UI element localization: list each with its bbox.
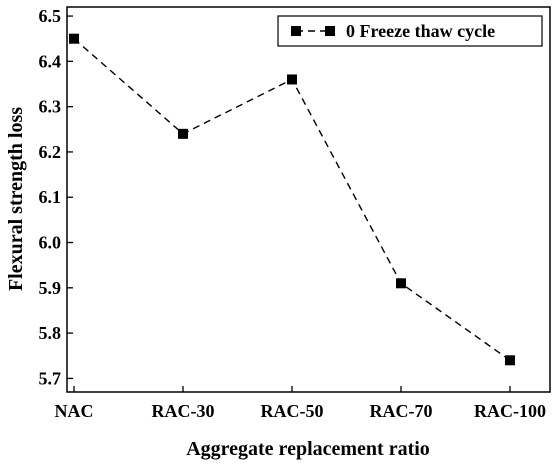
plot-frame [66, 6, 551, 393]
y-axis-title: Flexural strength loss [5, 107, 27, 291]
legend-marker-left [291, 26, 301, 36]
y-tick-label: 5.7 [39, 368, 62, 388]
x-axis-title: Aggregate replacement ratio [186, 438, 430, 460]
y-tick-label: 6.3 [39, 97, 62, 117]
legend-label: 0 Freeze thaw cycle [346, 21, 495, 41]
x-tick-label: RAC-70 [370, 401, 433, 421]
y-tick-label: 6.0 [39, 233, 62, 253]
x-tick-label: RAC-50 [261, 401, 324, 421]
y-tick-label: 5.9 [39, 278, 62, 298]
series-line [73, 38, 511, 361]
y-tick-label: 6.1 [39, 187, 62, 207]
x-tick-label: RAC-30 [152, 401, 215, 421]
data-point-rac-100 [505, 355, 515, 366]
x-tick-label: RAC-100 [474, 401, 546, 421]
y-tick-label: 6.4 [39, 51, 62, 71]
data-point-rac-70 [396, 278, 406, 289]
data-point-rac-50 [287, 74, 297, 85]
y-tick-label: 5.8 [39, 323, 62, 343]
y-tick-label: 6.2 [39, 142, 62, 162]
data-point-nac [69, 33, 79, 44]
legend: 0 Freeze thaw cycle [277, 15, 543, 47]
x-tick-label: NAC [55, 401, 94, 421]
y-tick-label: 6.5 [39, 6, 62, 26]
legend-marker-right [325, 26, 335, 36]
data-point-rac-30 [178, 128, 188, 139]
